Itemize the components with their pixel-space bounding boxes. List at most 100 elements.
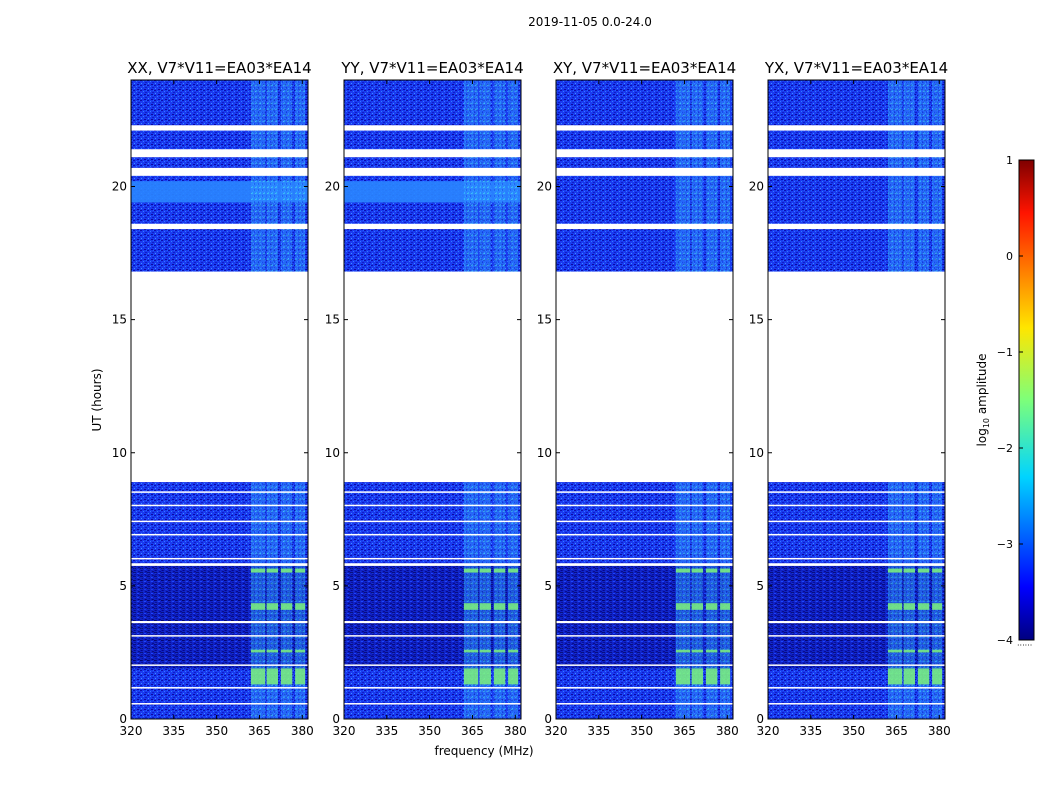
rfi-burst xyxy=(295,649,306,653)
x-tick-label: 365 xyxy=(885,724,908,738)
dense-band xyxy=(131,564,308,669)
dense-band xyxy=(344,564,521,669)
rfi-column xyxy=(720,482,731,719)
rfi-burst xyxy=(675,668,691,685)
rfi-burst xyxy=(280,649,293,653)
rfi-column xyxy=(463,482,479,719)
colorbar-label-prefix: log xyxy=(975,428,989,446)
rfi-burst xyxy=(463,649,479,653)
rfi-burst xyxy=(266,668,279,685)
panel-xx: XX, V7*V11=EA03*EA14 320 335 350 365 380 0 5 10 1… xyxy=(112,59,314,738)
rfi-column xyxy=(250,482,266,719)
rfi-burst xyxy=(917,649,930,653)
data-gap xyxy=(131,125,308,131)
data-gap xyxy=(768,520,945,523)
y-axis-label: UT (hours) xyxy=(90,368,104,431)
rfi-column xyxy=(887,482,903,719)
data-gap xyxy=(768,533,945,536)
data-gap xyxy=(768,557,945,560)
waterfall-image xyxy=(556,80,733,719)
data-gap xyxy=(768,167,945,176)
rfi-burst xyxy=(932,649,943,653)
x-tick-label: 350 xyxy=(205,724,228,738)
x-axis-label: frequency (MHz) xyxy=(434,744,533,758)
data-gap xyxy=(131,271,308,483)
colorbar-tick-label: 1 xyxy=(1006,154,1013,167)
rfi-column xyxy=(508,482,519,719)
rfi-burst xyxy=(903,568,916,573)
data-gap xyxy=(556,125,733,131)
data-gap xyxy=(131,491,308,493)
data-gap xyxy=(556,491,733,493)
rfi-burst xyxy=(720,568,731,573)
data-gap xyxy=(131,563,308,566)
colorbar-tick-label: −2 xyxy=(997,442,1013,455)
data-gap xyxy=(131,703,308,705)
rfi-burst xyxy=(508,649,519,653)
data-gap xyxy=(556,557,733,560)
rfi-burst xyxy=(691,603,704,610)
rfi-burst xyxy=(932,668,943,685)
rfi-burst xyxy=(493,668,506,685)
rfi-burst xyxy=(932,603,943,610)
data-gap xyxy=(556,563,733,566)
rfi-burst xyxy=(295,603,306,610)
y-tick-label: 10 xyxy=(112,446,127,460)
rfi-burst xyxy=(493,568,506,573)
rfi-burst xyxy=(280,603,293,610)
y-tick-label: 0 xyxy=(332,712,340,726)
x-tick-label: 350 xyxy=(418,724,441,738)
data-gap xyxy=(344,664,521,666)
dense-band xyxy=(768,564,945,669)
colorbar xyxy=(1018,159,1035,641)
x-tick-label: 365 xyxy=(461,724,484,738)
rfi-burst xyxy=(508,603,519,610)
data-gap xyxy=(768,491,945,493)
x-tick-label: 380 xyxy=(504,724,527,738)
x-tick-label: 350 xyxy=(842,724,865,738)
colorbar-label-suffix: amplitude xyxy=(975,354,989,418)
data-gap xyxy=(131,687,308,689)
data-gap xyxy=(131,223,308,230)
data-gap xyxy=(768,563,945,566)
rfi-burst xyxy=(720,649,731,653)
data-gap xyxy=(131,149,308,158)
data-gap xyxy=(556,271,733,483)
rfi-burst xyxy=(705,649,718,653)
data-gap xyxy=(131,167,308,176)
x-tick-label: 365 xyxy=(248,724,271,738)
rfi-burst xyxy=(493,603,506,610)
data-gap xyxy=(344,149,521,158)
data-gap xyxy=(768,621,945,624)
x-tick-label: 380 xyxy=(716,724,739,738)
data-gap xyxy=(556,621,733,624)
data-gap xyxy=(768,271,945,483)
y-tick-label: 20 xyxy=(112,180,127,194)
rfi-column xyxy=(691,482,704,719)
rfi-burst xyxy=(280,568,293,573)
rfi-burst xyxy=(508,568,519,573)
data-gap xyxy=(344,271,521,483)
data-gap xyxy=(556,223,733,230)
rfi-burst xyxy=(887,649,903,653)
rfi-column xyxy=(903,482,916,719)
rfi-burst xyxy=(705,568,718,573)
rfi-burst xyxy=(266,603,279,610)
rfi-burst xyxy=(705,603,718,610)
rfi-burst xyxy=(675,568,691,573)
data-gap xyxy=(556,520,733,523)
colorbar-label-sub: 10 xyxy=(982,418,991,428)
rfi-burst xyxy=(295,668,306,685)
rfi-burst xyxy=(280,668,293,685)
rfi-column xyxy=(266,482,279,719)
waterfall-image xyxy=(344,80,521,719)
rfi-column xyxy=(493,482,506,719)
rfi-burst xyxy=(250,649,266,653)
rfi-burst xyxy=(705,668,718,685)
y-tick-label: 5 xyxy=(119,579,127,593)
x-tick-label: 335 xyxy=(587,724,610,738)
data-gap xyxy=(344,703,521,705)
data-gap xyxy=(556,149,733,158)
rfi-burst xyxy=(508,668,519,685)
rfi-burst xyxy=(463,568,479,573)
